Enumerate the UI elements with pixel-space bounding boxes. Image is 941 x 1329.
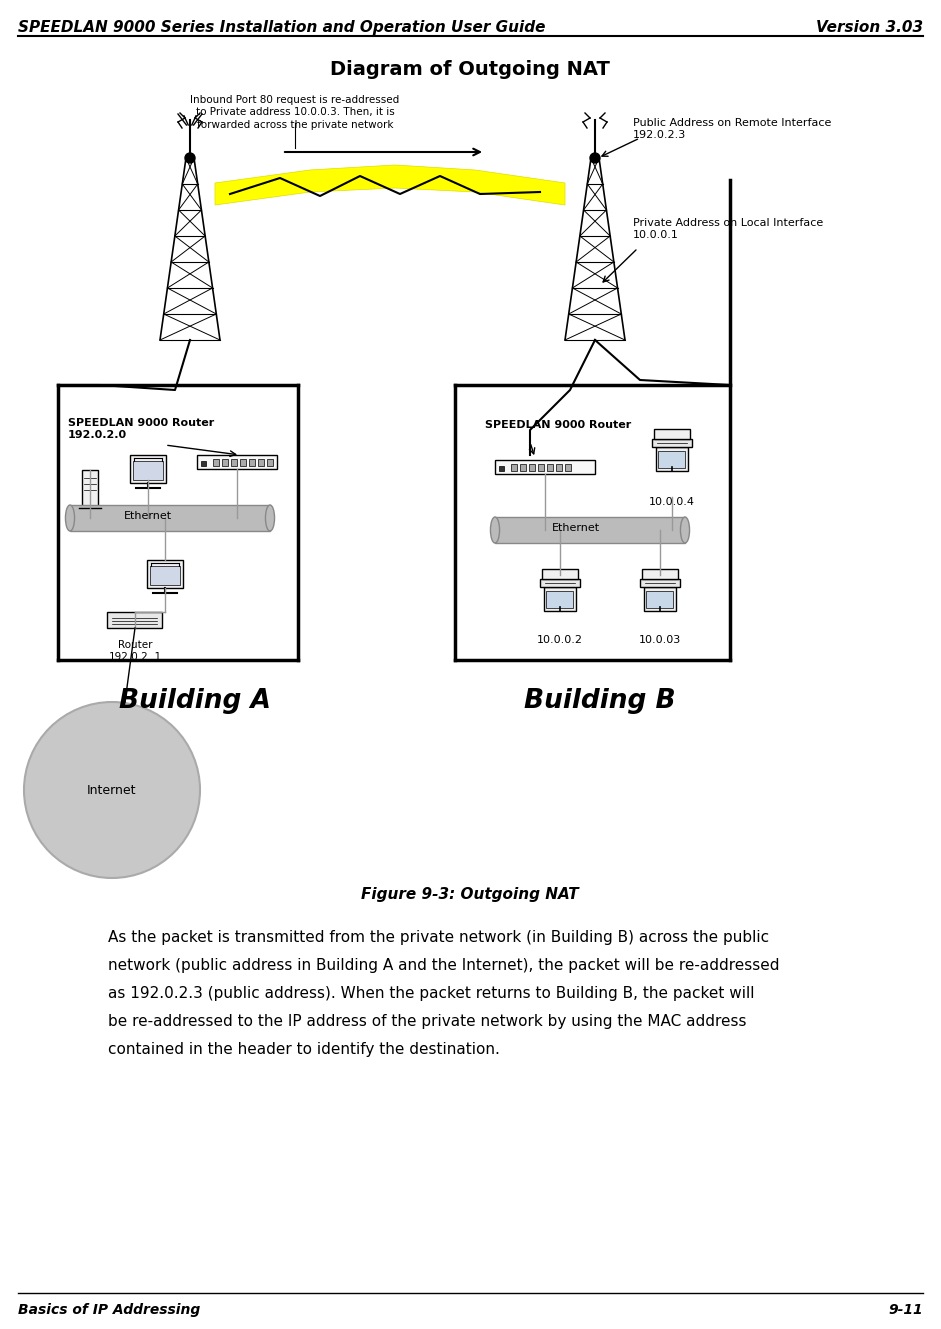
Text: Ethernet: Ethernet — [124, 510, 172, 521]
Bar — [231, 459, 237, 466]
Bar — [249, 459, 255, 466]
Bar — [529, 464, 535, 470]
Text: SPEEDLAN 9000 Series Installation and Operation User Guide: SPEEDLAN 9000 Series Installation and Op… — [18, 20, 546, 35]
Bar — [130, 455, 166, 482]
Bar — [222, 459, 228, 466]
Text: Basics of IP Addressing: Basics of IP Addressing — [18, 1302, 200, 1317]
Text: As the packet is transmitted from the private network (in Building B) across the: As the packet is transmitted from the pr… — [108, 930, 769, 945]
Bar — [656, 447, 688, 470]
Bar — [213, 459, 219, 466]
Bar — [150, 566, 180, 585]
Text: Diagram of Outgoing NAT: Diagram of Outgoing NAT — [330, 60, 610, 78]
Bar — [652, 439, 692, 447]
Text: network (public address in Building A and the Internet), the packet will be re-a: network (public address in Building A an… — [108, 958, 779, 973]
Text: Private Address on Local Interface
10.0.0.1: Private Address on Local Interface 10.0.… — [633, 218, 823, 241]
Text: Building A: Building A — [120, 688, 271, 714]
Bar — [544, 587, 576, 611]
Bar — [547, 464, 553, 470]
Bar — [646, 591, 674, 607]
Text: 10.0.0.4: 10.0.0.4 — [649, 497, 695, 506]
Text: SPEEDLAN 9000 Router: SPEEDLAN 9000 Router — [485, 420, 631, 431]
Bar — [133, 461, 163, 480]
Bar — [644, 587, 676, 611]
Bar — [565, 464, 571, 470]
Text: Public Address on Remote Interface
192.0.2.3: Public Address on Remote Interface 192.0… — [633, 118, 832, 141]
Bar — [70, 505, 270, 532]
Text: Ethernet: Ethernet — [552, 524, 600, 533]
Bar — [499, 466, 504, 470]
Bar — [495, 460, 595, 474]
Text: Version 3.03: Version 3.03 — [816, 20, 923, 35]
Bar — [258, 459, 264, 466]
Bar — [495, 517, 685, 544]
Bar — [147, 560, 183, 587]
Bar — [201, 461, 206, 466]
Bar — [542, 569, 578, 579]
Bar — [540, 579, 580, 587]
Bar — [538, 464, 544, 470]
Text: 10.0.03: 10.0.03 — [639, 635, 681, 645]
Bar — [640, 579, 680, 587]
Bar — [197, 455, 277, 469]
Polygon shape — [215, 165, 565, 205]
Text: contained in the header to identify the destination.: contained in the header to identify the … — [108, 1042, 500, 1057]
Text: Inbound Port 80 request is re-addressed
to Private address 10.0.0.3. Then, it is: Inbound Port 80 request is re-addressed … — [190, 94, 400, 130]
Ellipse shape — [265, 505, 275, 532]
Bar — [654, 429, 690, 439]
Bar — [556, 464, 562, 470]
Text: Router
192.0.2..1: Router 192.0.2..1 — [108, 641, 162, 662]
Text: be re-addressed to the IP address of the private network by using the MAC addres: be re-addressed to the IP address of the… — [108, 1014, 746, 1029]
Ellipse shape — [680, 517, 690, 544]
Ellipse shape — [66, 505, 74, 532]
Bar — [642, 569, 678, 579]
Circle shape — [185, 153, 195, 163]
Bar — [511, 464, 517, 470]
Text: SPEEDLAN 9000 Router
192.0.2.0: SPEEDLAN 9000 Router 192.0.2.0 — [68, 419, 215, 440]
Bar — [520, 464, 526, 470]
Text: Figure 9-3: Outgoing NAT: Figure 9-3: Outgoing NAT — [361, 886, 579, 902]
Bar — [82, 470, 98, 508]
Text: 10.0.0.2: 10.0.0.2 — [537, 635, 583, 645]
Circle shape — [24, 702, 200, 878]
Bar — [267, 459, 273, 466]
Text: Building B: Building B — [524, 688, 676, 714]
Bar — [659, 451, 685, 468]
Bar — [547, 591, 573, 607]
Text: Internet: Internet — [88, 784, 136, 796]
Bar — [107, 611, 163, 629]
Text: as 192.0.2.3 (public address). When the packet returns to Building B, the packet: as 192.0.2.3 (public address). When the … — [108, 986, 755, 1001]
Bar — [240, 459, 246, 466]
Ellipse shape — [490, 517, 500, 544]
Text: 9-11: 9-11 — [888, 1302, 923, 1317]
Circle shape — [590, 153, 600, 163]
